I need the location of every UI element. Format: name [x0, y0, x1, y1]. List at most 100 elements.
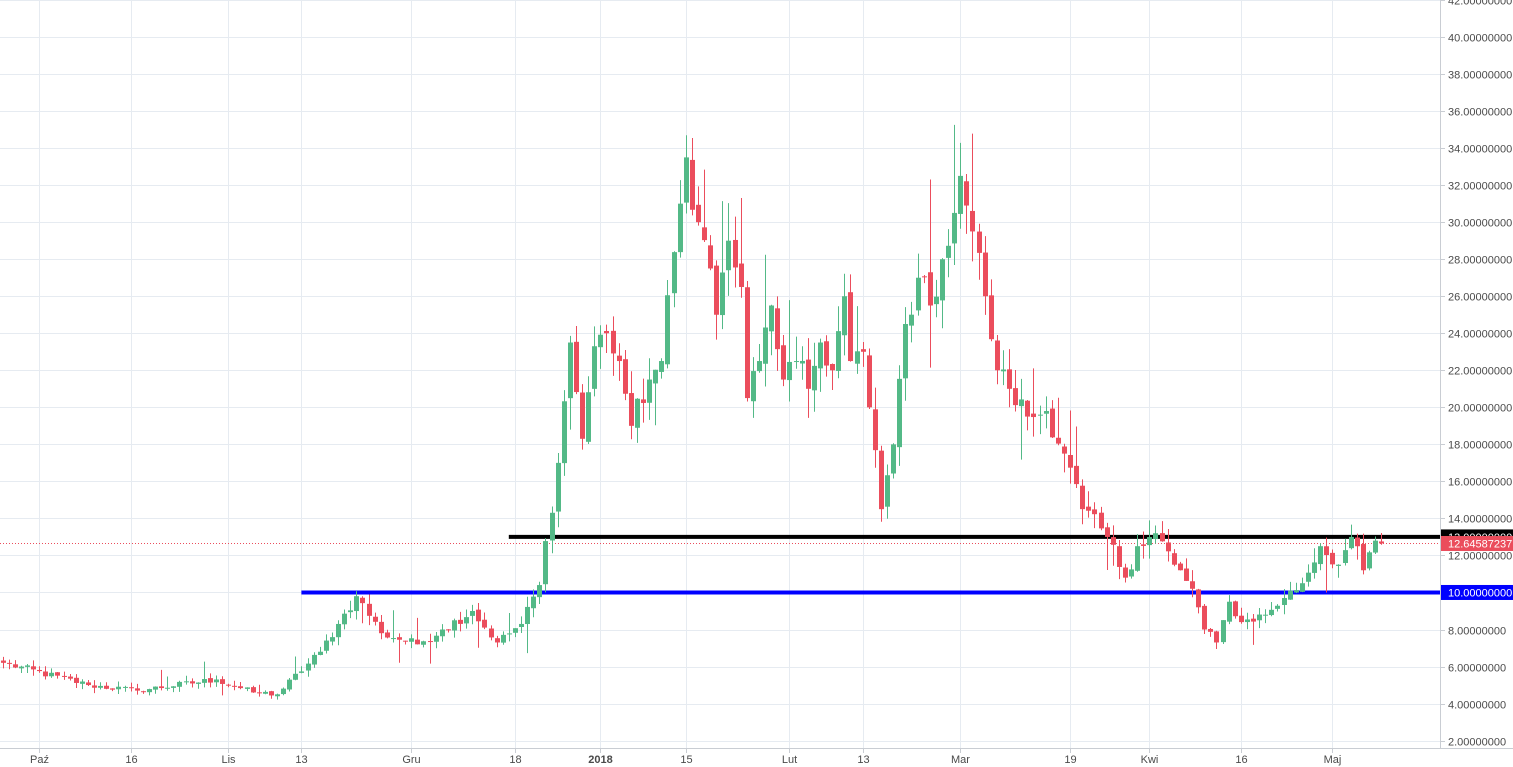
candle-body	[684, 157, 689, 203]
candle	[269, 690, 274, 699]
candle-body	[31, 666, 36, 670]
candle-body	[1013, 388, 1018, 406]
y-tick-label: 6.00000000	[1448, 663, 1506, 675]
candle-body	[1092, 509, 1097, 515]
candle	[507, 613, 512, 642]
candle-body	[1208, 628, 1213, 632]
candle	[19, 665, 24, 674]
y-tick-label: 18.00000000	[1448, 440, 1512, 452]
candle-body	[1202, 605, 1207, 630]
candle	[586, 376, 591, 444]
candle	[922, 274, 927, 284]
candle-body	[342, 613, 347, 625]
candle-body	[141, 691, 146, 693]
y-tick-label: 30.00000000	[1448, 218, 1512, 230]
candle	[1269, 601, 1274, 617]
candle-body	[873, 409, 878, 451]
candle	[153, 686, 158, 694]
candle	[1221, 620, 1226, 645]
candle-body	[1282, 598, 1287, 605]
candle-body	[226, 684, 231, 686]
candle	[684, 135, 689, 214]
y-tick-label: 4.00000000	[1448, 700, 1506, 712]
candle-body	[678, 203, 683, 253]
candle	[37, 666, 42, 673]
candle-body	[165, 687, 170, 689]
candle-body	[1019, 399, 1024, 407]
candle	[318, 646, 323, 656]
candle-body	[1233, 601, 1238, 617]
x-tick-label: Gru	[402, 754, 420, 766]
candle	[745, 281, 750, 402]
candle	[757, 344, 762, 373]
candle	[275, 693, 280, 700]
candle	[470, 604, 475, 625]
candle	[1349, 524, 1354, 550]
candle	[958, 142, 963, 229]
candle-body	[281, 688, 286, 695]
candle	[245, 687, 250, 692]
candle-body	[946, 245, 951, 258]
y-tick-label: 38.00000000	[1448, 70, 1512, 82]
candle	[330, 632, 335, 646]
y-tick-label: 8.00000000	[1448, 626, 1506, 638]
time-axis[interactable]: Paź 16 Lis 13 Gru 18 2018 15 Lut 13 Mar 19 Kwi 16 Maj	[30, 748, 1341, 766]
candle	[208, 673, 213, 688]
candle-body	[1306, 572, 1311, 582]
candle-body	[1214, 631, 1219, 643]
candle	[104, 682, 109, 690]
x-tick-label: Kwi	[1141, 754, 1159, 766]
candle	[928, 179, 933, 368]
candle	[946, 229, 951, 278]
candle-body	[1251, 618, 1256, 622]
candle	[1086, 491, 1091, 518]
candle	[647, 358, 652, 420]
candle-body	[818, 342, 823, 369]
candle	[714, 260, 719, 340]
y-tick-label: 26.00000000	[1448, 292, 1512, 304]
candle-body	[196, 682, 201, 684]
candle	[824, 335, 829, 377]
candle-body	[1300, 583, 1305, 592]
candle	[159, 669, 164, 691]
candle	[1001, 350, 1006, 386]
candle-body	[1147, 537, 1152, 546]
candle-body	[964, 181, 969, 206]
price-axis[interactable]: 2.00000000 4.00000000 6.00000000 8.00000000…	[1440, 0, 1512, 749]
candle-body	[611, 330, 616, 354]
x-tick-label: Mar	[951, 754, 970, 766]
candle	[1239, 607, 1244, 624]
candle-body	[708, 245, 713, 269]
candle-body	[1160, 533, 1165, 542]
candle-body	[641, 399, 646, 403]
candle-body	[184, 681, 189, 683]
candle-body	[1336, 564, 1341, 566]
candle-body	[800, 360, 805, 364]
x-tick-label: 16	[1235, 754, 1247, 766]
candle-body	[1074, 465, 1079, 485]
candle	[116, 681, 121, 694]
candle	[495, 635, 500, 648]
candle-body	[775, 308, 780, 350]
candle-body	[983, 252, 988, 297]
candle-body	[1361, 544, 1366, 571]
candle-body	[1184, 568, 1189, 581]
candle-body	[446, 629, 451, 631]
candle	[1184, 558, 1189, 582]
candle	[287, 678, 292, 692]
candle-body	[129, 687, 134, 689]
candle-body	[1062, 446, 1067, 454]
candle	[1068, 410, 1073, 484]
candle	[678, 180, 683, 258]
candle	[818, 338, 823, 392]
candle	[1074, 426, 1079, 489]
candle-body	[1111, 537, 1116, 545]
candle-body	[202, 679, 207, 683]
candle	[970, 133, 975, 262]
candle	[873, 387, 878, 468]
candle	[1019, 378, 1024, 460]
candle-body	[568, 342, 573, 399]
y-tick-label: 32.00000000	[1448, 181, 1512, 193]
